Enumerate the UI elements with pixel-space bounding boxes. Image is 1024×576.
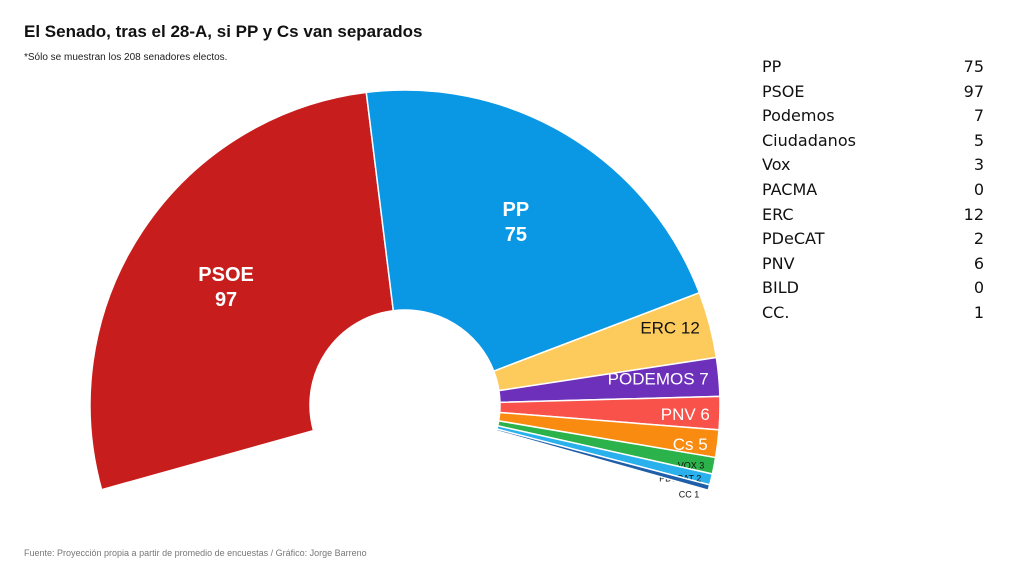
party-seats: 6 — [973, 253, 984, 273]
party-seats: 5 — [973, 130, 984, 150]
party-name: CC. — [762, 302, 790, 322]
slice-label-cc: CC 1 — [679, 489, 700, 499]
party-name: PNV — [762, 253, 795, 273]
slice-pp — [365, 89, 701, 373]
party-seats: 97 — [963, 81, 984, 101]
chart-subtitle: *Sólo se muestran los 208 senadores elec… — [24, 52, 228, 63]
party-seats: 12 — [963, 204, 984, 224]
party-seats: 3 — [973, 155, 984, 175]
slice-label-pp: PP 75 — [502, 199, 529, 246]
party-seats: 0 — [973, 278, 984, 298]
slice-label-vox: VOX 3 — [678, 460, 705, 470]
party-seats: 2 — [973, 229, 984, 249]
slice-psoe — [89, 91, 395, 491]
party-name: Podemos — [762, 106, 835, 126]
slice-label-cs: Cs 5 — [673, 435, 708, 454]
table-row: PNV 6 — [762, 252, 984, 277]
party-name: PDeCAT — [762, 229, 825, 249]
table-row: Vox 3 — [762, 153, 984, 178]
table-row: Ciudadanos 5 — [762, 129, 984, 154]
party-name: BILD — [762, 278, 799, 298]
slice-label-pnv: PNV 6 — [661, 405, 710, 424]
slice-label-erc: ERC 12 — [640, 319, 700, 338]
source-footer: Fuente: Proyección propia a partir de pr… — [24, 548, 367, 558]
party-name: PSOE — [762, 81, 805, 101]
table-row: PP 75 — [762, 55, 984, 80]
table-row: ERC 12 — [762, 203, 984, 228]
table-row: PDeCAT 2 — [762, 227, 984, 252]
slice-label-psoe: PSOE 97 — [198, 264, 254, 311]
party-name: ERC — [762, 204, 794, 224]
party-name: PP — [762, 57, 782, 76]
party-seats: 7 — [973, 106, 984, 126]
party-name: Ciudadanos — [762, 130, 856, 150]
slice-cc — [495, 428, 711, 492]
table-row: PACMA 0 — [762, 178, 984, 203]
party-seats: 1 — [973, 302, 984, 322]
table-row: CC. 1 — [762, 301, 984, 326]
slice-label-podemos: PODEMOS 7 — [608, 370, 709, 389]
table-row: BILD 0 — [762, 276, 984, 301]
party-name: Vox — [762, 155, 791, 175]
party-seats: 0 — [973, 179, 984, 199]
chart-title: El Senado, tras el 28-A, si PP y Cs van … — [24, 22, 423, 41]
seat-table: PP 75 PSOE 97 Podemos 7 Ciudadanos 5 Vox 3 PACMA 0 E… — [762, 55, 984, 326]
table-row: PSOE 97 — [762, 80, 984, 105]
table-row: Podemos 7 — [762, 104, 984, 129]
party-seats: 75 — [963, 57, 984, 76]
party-name: PACMA — [762, 179, 818, 199]
